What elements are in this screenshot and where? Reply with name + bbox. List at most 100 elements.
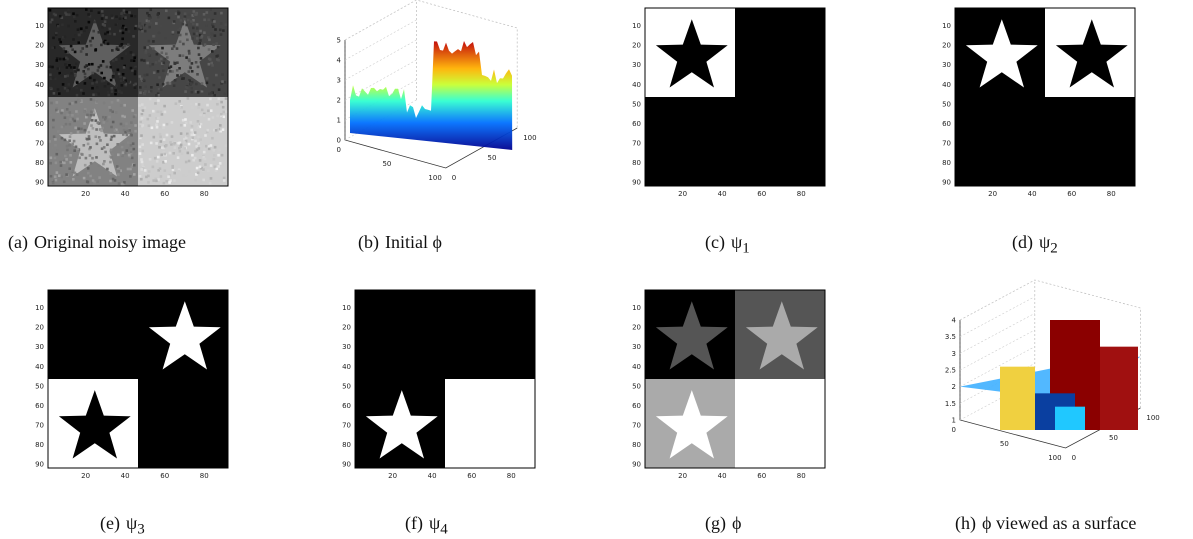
a-speck — [52, 118, 55, 122]
a-speck — [90, 110, 93, 114]
a-speck — [128, 127, 131, 131]
a-speck — [90, 9, 93, 12]
a-speck — [191, 136, 194, 140]
a-speck — [113, 129, 117, 132]
b-ltick-0: 0 — [337, 146, 341, 154]
a-speck — [184, 160, 188, 164]
a-speck — [210, 91, 213, 95]
a-speck — [207, 169, 210, 172]
a-speck — [183, 124, 187, 127]
c-ytick-50: 50 — [632, 100, 641, 108]
a-speck — [190, 128, 193, 132]
a-speck — [161, 153, 165, 157]
a-speck — [220, 11, 223, 15]
a-speck — [64, 56, 68, 60]
a-speck — [85, 115, 88, 119]
a-speck — [158, 167, 162, 170]
a-speck — [129, 150, 133, 154]
a-speck — [201, 87, 204, 91]
a-speck — [165, 133, 169, 137]
b-ztick-3: 3 — [337, 77, 341, 85]
a-speck — [117, 61, 121, 65]
a-speck — [85, 26, 88, 29]
a-speck — [120, 12, 123, 15]
a-speck — [203, 31, 206, 34]
a-speck — [139, 139, 142, 142]
a-speck — [92, 98, 96, 102]
a-speck — [100, 17, 104, 20]
a-speck — [185, 23, 188, 27]
d-xtick-80: 80 — [1107, 190, 1116, 198]
a-speck — [116, 130, 120, 134]
a-speck — [171, 30, 175, 34]
a-speck — [222, 115, 226, 119]
a-speck — [196, 171, 200, 175]
a-speck — [116, 99, 120, 102]
a-speck — [148, 90, 151, 93]
a-speck — [73, 66, 76, 69]
a-speck — [119, 152, 123, 156]
d-star-0 — [965, 19, 1038, 88]
a-speck — [147, 174, 150, 178]
a-speck — [64, 122, 68, 126]
caption-g: (g) ϕ — [705, 513, 741, 534]
a-speck — [107, 82, 110, 86]
f-quadrant-3 — [445, 379, 535, 468]
a-speck — [209, 177, 213, 180]
a-speck — [190, 20, 193, 23]
a-speck — [120, 91, 123, 95]
a-speck — [178, 150, 182, 153]
a-speck — [182, 42, 185, 46]
c-xtick-40: 40 — [718, 190, 727, 198]
a-speck — [61, 83, 65, 86]
a-speck — [111, 49, 114, 52]
a-speck — [178, 146, 181, 150]
a-speck — [95, 100, 99, 103]
a-speck — [69, 154, 72, 157]
a-speck — [140, 28, 143, 31]
a-speck — [194, 61, 198, 64]
a-speck — [121, 117, 124, 120]
a-speck — [115, 84, 118, 88]
a-speck — [189, 102, 193, 106]
a-speck — [185, 56, 188, 59]
a-speck — [123, 103, 126, 107]
a-speck — [83, 17, 87, 21]
a-speck — [191, 14, 195, 17]
a-speck — [60, 111, 63, 115]
a-speck — [194, 178, 197, 182]
a-speck — [74, 145, 78, 149]
e-xtick-40: 40 — [121, 472, 130, 480]
a-speck — [72, 178, 75, 181]
a-speck — [214, 129, 218, 132]
a-speck — [162, 151, 166, 154]
a-speck — [49, 77, 53, 80]
d-ytick-70: 70 — [942, 139, 951, 147]
a-speck — [115, 46, 119, 49]
a-speck — [172, 84, 176, 87]
a-speck — [181, 22, 185, 26]
a-speck — [85, 45, 89, 48]
a-speck — [89, 146, 92, 149]
a-speck — [104, 117, 107, 121]
a-speck — [122, 16, 126, 20]
a-speck — [140, 110, 144, 114]
a-speck — [209, 109, 213, 112]
a-speck — [95, 142, 99, 146]
a-speck — [100, 79, 104, 83]
a-speck — [221, 163, 224, 166]
a-speck — [62, 180, 66, 184]
a-speck — [123, 77, 126, 80]
d-ytick-90: 90 — [942, 179, 951, 187]
a-speck — [58, 38, 61, 41]
a-speck — [156, 83, 159, 86]
a-speck — [132, 53, 135, 57]
a-speck — [91, 109, 95, 112]
a-speck — [200, 89, 204, 93]
c-ytick-20: 20 — [632, 42, 641, 50]
a-speck — [133, 86, 137, 89]
a-speck — [195, 82, 198, 86]
a-speck — [186, 97, 190, 100]
a-speck — [106, 116, 110, 119]
a-speck — [195, 166, 199, 170]
